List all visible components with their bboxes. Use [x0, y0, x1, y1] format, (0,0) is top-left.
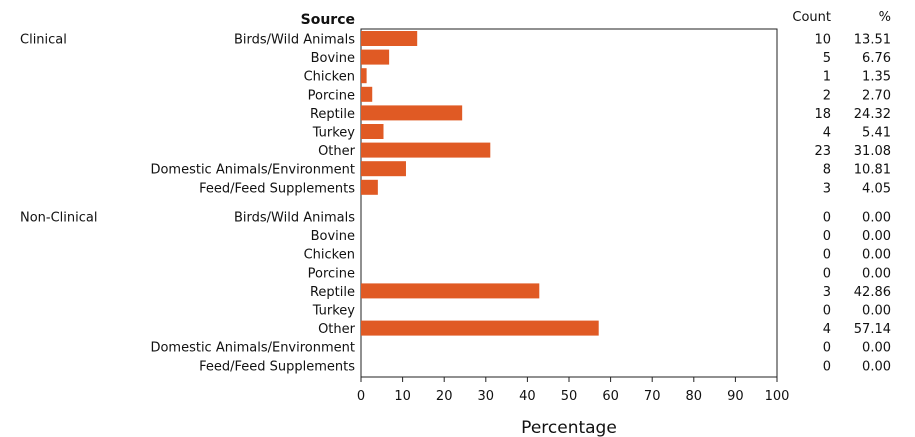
- count-value: 0: [823, 229, 831, 244]
- count-value: 0: [823, 248, 831, 263]
- percent-value: 0.00: [862, 266, 891, 281]
- count-value: 0: [823, 304, 831, 319]
- category-label: Porcine: [308, 88, 355, 103]
- count-value: 4: [823, 322, 831, 337]
- bar: [361, 68, 367, 84]
- category-label: Porcine: [308, 266, 355, 281]
- category-label: Feed/Feed Supplements: [199, 359, 355, 374]
- count-value: 0: [823, 359, 831, 374]
- bar: [361, 124, 384, 139]
- bar: [361, 105, 463, 121]
- bar: [361, 320, 599, 336]
- x-tick-label: 10: [394, 389, 411, 404]
- count-value: 18: [814, 107, 831, 122]
- percent-value: 0.00: [862, 211, 891, 226]
- category-label: Domestic Animals/Environment: [150, 341, 355, 356]
- count-value: 23: [814, 144, 831, 159]
- percent-value: 24.32: [854, 107, 891, 122]
- group-label: Clinical: [20, 33, 67, 48]
- count-value: 2: [823, 88, 831, 103]
- x-tick-label: 70: [644, 389, 661, 404]
- bar: [361, 179, 378, 195]
- percent-value: 13.51: [854, 33, 891, 48]
- percent-value: 0.00: [862, 341, 891, 356]
- percent-value: 42.86: [854, 285, 891, 300]
- x-tick-label: 100: [765, 389, 790, 404]
- percent-value: 0.00: [862, 229, 891, 244]
- percent-value: 2.70: [862, 88, 891, 103]
- category-label: Reptile: [310, 285, 355, 300]
- category-header: Source: [301, 12, 355, 28]
- count-value: 1: [823, 70, 831, 85]
- count-value: 3: [823, 181, 831, 196]
- x-tick-label: 50: [561, 389, 578, 404]
- count-value: 0: [823, 211, 831, 226]
- percent-value: 4.05: [862, 181, 891, 196]
- percent-value: 0.00: [862, 248, 891, 263]
- category-label: Bovine: [311, 229, 355, 244]
- percent-value: 57.14: [854, 322, 891, 337]
- count-value: 4: [823, 126, 831, 141]
- category-label: Reptile: [310, 107, 355, 122]
- bar: [361, 161, 406, 177]
- category-label: Turkey: [312, 126, 356, 141]
- category-label: Other: [318, 322, 356, 337]
- count-value: 5: [823, 51, 831, 66]
- count-value: 10: [814, 33, 831, 48]
- category-label: Turkey: [312, 304, 356, 319]
- x-tick-label: 40: [519, 389, 536, 404]
- bar: [361, 142, 491, 158]
- count-value: 3: [823, 285, 831, 300]
- bar: [361, 283, 540, 299]
- count-value: 0: [823, 341, 831, 356]
- category-label: Chicken: [304, 70, 355, 85]
- percent-value: 0.00: [862, 359, 891, 374]
- category-label: Feed/Feed Supplements: [199, 181, 355, 196]
- bar: [361, 86, 373, 102]
- count-header: Count: [792, 10, 831, 25]
- category-label: Other: [318, 144, 356, 159]
- percent-value: 31.08: [854, 144, 891, 159]
- percent-value: 1.35: [862, 70, 891, 85]
- x-tick-label: 0: [357, 389, 365, 404]
- percent-value: 0.00: [862, 304, 891, 319]
- bar: [361, 49, 390, 65]
- bar: [361, 31, 418, 46]
- x-tick-label: 20: [436, 389, 453, 404]
- percent-header: %: [879, 10, 891, 25]
- count-value: 0: [823, 266, 831, 281]
- category-label: Chicken: [304, 248, 355, 263]
- x-tick-label: 60: [602, 389, 619, 404]
- x-tick-label: 80: [686, 389, 703, 404]
- group-label: Non-Clinical: [20, 211, 98, 226]
- x-tick-label: 30: [478, 389, 495, 404]
- category-label: Domestic Animals/Environment: [150, 163, 355, 178]
- category-label: Birds/Wild Animals: [234, 211, 355, 226]
- percent-value: 5.41: [862, 126, 891, 141]
- x-axis-label: Percentage: [521, 418, 617, 437]
- percent-value: 10.81: [854, 163, 891, 178]
- category-label: Bovine: [311, 51, 355, 66]
- percent-value: 6.76: [862, 51, 891, 66]
- x-tick-label: 90: [727, 389, 744, 404]
- category-label: Birds/Wild Animals: [234, 33, 355, 48]
- count-value: 8: [823, 163, 831, 178]
